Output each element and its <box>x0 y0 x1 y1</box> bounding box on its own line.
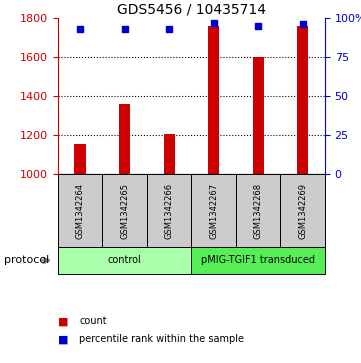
Bar <box>102 174 147 247</box>
Text: GSM1342265: GSM1342265 <box>120 183 129 238</box>
Bar <box>147 174 191 247</box>
Bar <box>191 174 236 247</box>
Text: percentile rank within the sample: percentile rank within the sample <box>79 334 244 344</box>
Text: pMIG-TGIF1 transduced: pMIG-TGIF1 transduced <box>201 256 315 265</box>
Bar <box>236 174 280 247</box>
Text: GSM1342267: GSM1342267 <box>209 183 218 238</box>
Text: GSM1342268: GSM1342268 <box>254 183 262 238</box>
Text: GSM1342269: GSM1342269 <box>298 183 307 238</box>
Bar <box>280 174 325 247</box>
Bar <box>164 134 175 174</box>
Text: GSM1342266: GSM1342266 <box>165 183 174 238</box>
Bar <box>191 247 325 274</box>
Title: GDS5456 / 10435714: GDS5456 / 10435714 <box>117 3 266 17</box>
Text: GSM1342264: GSM1342264 <box>75 183 84 238</box>
Text: count: count <box>79 316 107 326</box>
Bar <box>74 144 86 174</box>
Bar <box>208 26 219 174</box>
Text: control: control <box>108 256 142 265</box>
Bar <box>58 247 191 274</box>
Bar <box>253 57 264 174</box>
Text: ■: ■ <box>58 334 68 344</box>
Text: ■: ■ <box>58 316 68 326</box>
Bar <box>297 26 308 174</box>
Bar <box>58 174 102 247</box>
Text: protocol: protocol <box>4 256 49 265</box>
Bar <box>119 104 130 174</box>
